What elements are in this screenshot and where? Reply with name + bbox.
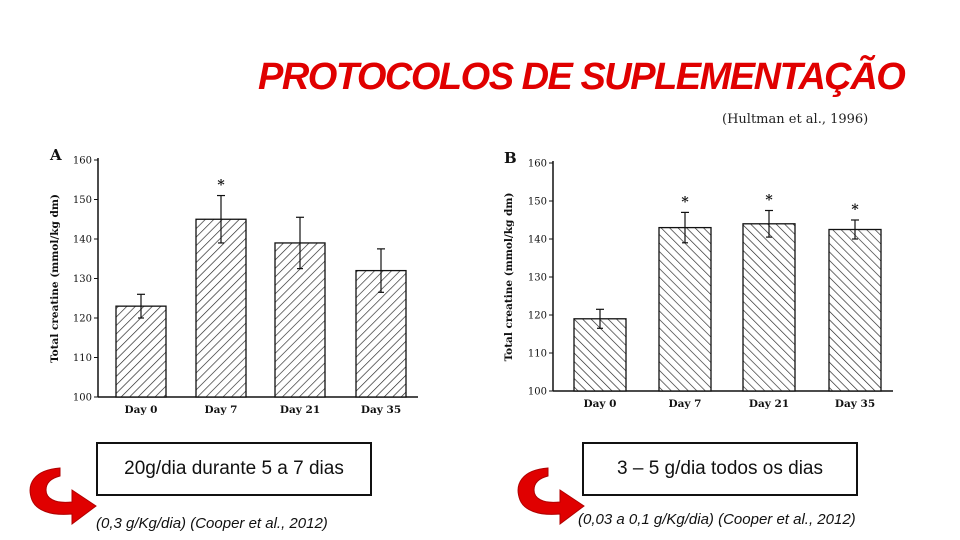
x-tick-label: Day 7 xyxy=(205,404,238,416)
bar xyxy=(573,318,627,392)
y-tick-label: 100 xyxy=(528,387,547,398)
x-tick-label: Day 21 xyxy=(280,404,320,416)
y-tick-label: 100 xyxy=(73,393,92,404)
x-tick-label: Day 0 xyxy=(125,404,158,416)
bar xyxy=(115,305,167,398)
y-axis-label: Total creatine (mmol/kg dm) xyxy=(503,193,515,362)
x-tick-label: Day 35 xyxy=(835,398,875,410)
right-protocol-box: 3 – 5 g/dia todos os dias xyxy=(582,442,858,496)
y-tick-label: 110 xyxy=(528,349,547,360)
right-reference: (0,03 a 0,1 g/Kg/dia) (Cooper et al., 20… xyxy=(578,511,856,528)
y-tick-label: 120 xyxy=(73,314,92,325)
significance-marker: * xyxy=(681,194,689,210)
y-tick-label: 150 xyxy=(73,195,92,206)
panel-label: A xyxy=(49,146,62,164)
x-tick-label: Day 0 xyxy=(584,398,617,410)
y-tick-label: 160 xyxy=(73,156,92,167)
y-tick-label: 140 xyxy=(73,235,92,246)
bar xyxy=(742,223,796,392)
y-tick-label: 160 xyxy=(528,159,547,170)
curved-arrow-icon xyxy=(29,467,97,525)
y-tick-label: 140 xyxy=(528,235,547,246)
y-tick-label: 120 xyxy=(528,311,547,322)
bar xyxy=(658,226,712,392)
x-tick-label: Day 35 xyxy=(361,404,401,416)
citation: (Hultman et al., 1996) xyxy=(722,112,869,127)
curved-arrow-icon xyxy=(517,467,585,525)
panel-label: B xyxy=(504,149,517,167)
significance-marker: * xyxy=(765,193,773,209)
x-tick-label: Day 7 xyxy=(669,398,702,410)
bar xyxy=(195,218,247,398)
y-axis-label: Total creatine (mmol/kg dm) xyxy=(49,194,61,363)
significance-marker: * xyxy=(217,178,225,194)
y-tick-label: 130 xyxy=(528,273,547,284)
left-protocol-box: 20g/dia durante 5 a 7 dias xyxy=(96,442,372,496)
left-reference: (0,3 g/Kg/dia) (Cooper et al., 2012) xyxy=(96,515,328,532)
x-tick-label: Day 21 xyxy=(749,398,789,410)
y-tick-label: 150 xyxy=(528,197,547,208)
bar xyxy=(828,228,882,392)
significance-marker: * xyxy=(851,202,859,218)
slide-title: PROTOCOLOS DE SUPLEMENTAÇÃO xyxy=(258,56,906,98)
y-tick-label: 110 xyxy=(73,353,92,364)
y-tick-label: 130 xyxy=(73,274,92,285)
